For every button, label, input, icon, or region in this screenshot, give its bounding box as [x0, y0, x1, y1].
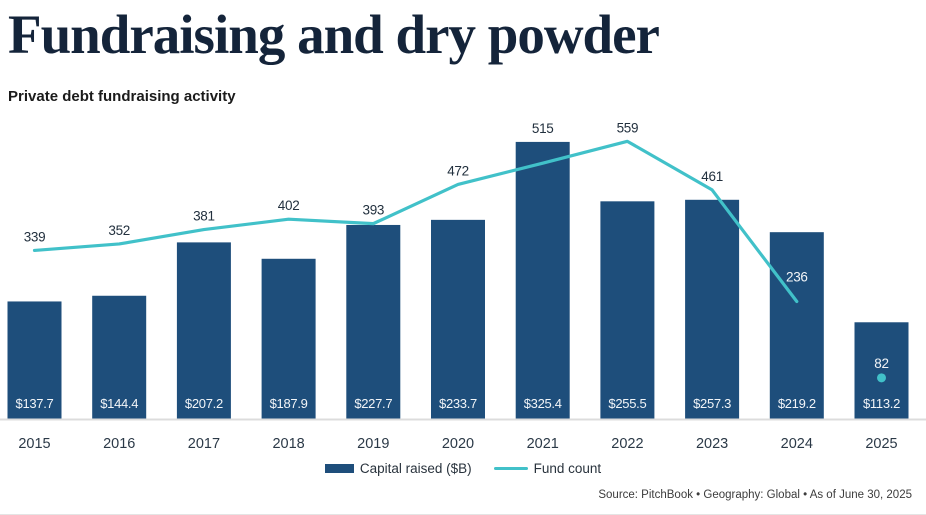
fund-count-label: 82: [874, 356, 888, 371]
fund-count-label: 472: [447, 163, 469, 178]
bar: [769, 232, 824, 419]
x-axis-year-label: 2016: [103, 436, 135, 452]
bar: [346, 224, 401, 419]
chart-subtitle: Private debt fundraising activity: [8, 88, 236, 105]
bar-value-label: $325.4: [524, 396, 562, 411]
bar-value-label: $227.7: [354, 396, 392, 411]
x-axis-year-label: 2021: [527, 436, 559, 452]
x-axis-year-label: 2018: [272, 436, 304, 452]
bar: [515, 141, 570, 419]
chart-legend: Capital raised ($B) Fund count: [0, 461, 926, 476]
x-axis-year-label: 2015: [18, 436, 50, 452]
x-axis-year-label: 2025: [865, 436, 897, 452]
x-axis-year-label: 2019: [357, 436, 389, 452]
fund-count-label: 339: [24, 229, 46, 244]
fund-count-label: 461: [701, 169, 723, 184]
bar-value-label: $144.4: [100, 396, 138, 411]
line-swatch-icon: [493, 467, 528, 470]
fund-count-label: 236: [786, 269, 808, 284]
x-axis-year-label: 2017: [188, 436, 220, 452]
bar: [685, 199, 740, 419]
bar: [854, 322, 909, 419]
legend-label: Fund count: [533, 461, 602, 476]
bar-value-label: $233.7: [439, 396, 477, 411]
bar: [431, 219, 485, 419]
x-axis-line: [0, 418, 926, 421]
fund-count-label: 381: [193, 209, 215, 224]
legend-label: Capital raised ($B): [359, 461, 472, 476]
x-axis-year-label: 2024: [781, 436, 813, 452]
bar: [7, 301, 62, 419]
fund-count-label: 393: [362, 203, 384, 218]
fund-count-label: 352: [108, 223, 130, 238]
page-title: Fundraising and dry powder: [8, 4, 660, 65]
bar-value-label: $219.2: [778, 396, 816, 411]
bar-value-label: $187.9: [270, 396, 308, 411]
bar: [600, 201, 655, 419]
bar: [92, 295, 147, 419]
fund-count-label: 402: [278, 198, 300, 213]
bar: [261, 258, 316, 419]
bar-value-label: $113.2: [863, 396, 900, 411]
source-attribution: Source: PitchBook • Geography: Global • …: [598, 489, 912, 501]
bar-value-label: $255.5: [608, 396, 646, 411]
bar-swatch-icon: [324, 464, 354, 473]
legend-item-capital-raised: Capital raised ($B): [324, 461, 472, 476]
fund-count-label: 559: [617, 120, 639, 135]
fund-count-label: 515: [532, 121, 554, 136]
x-axis-year-label: 2022: [611, 436, 643, 452]
fund-count-dot: [877, 373, 886, 383]
bar-value-label: $207.2: [185, 396, 223, 411]
bar: [176, 242, 231, 419]
legend-item-fund-count: Fund count: [493, 461, 602, 476]
bar-value-label: $257.3: [693, 396, 731, 411]
fund-count-line: [32, 139, 799, 304]
x-axis-year-label: 2023: [696, 436, 728, 452]
bar-value-label: $137.7: [16, 396, 54, 411]
x-axis-year-label: 2020: [442, 436, 474, 452]
